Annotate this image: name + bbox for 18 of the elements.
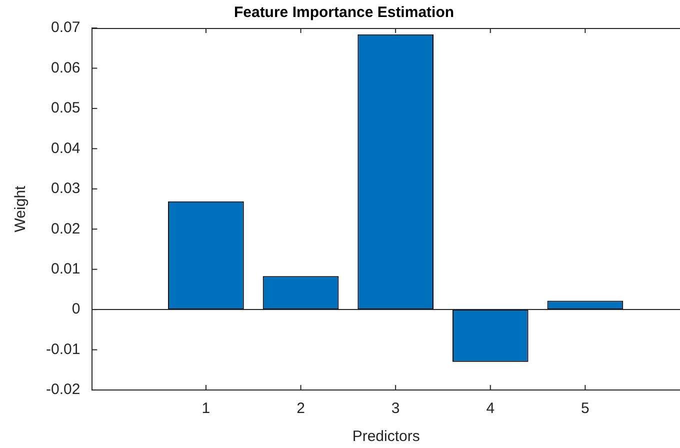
x-axis-title: Predictors xyxy=(352,428,420,446)
y-tick-label: 0.01 xyxy=(50,260,80,278)
y-tick-label: 0.07 xyxy=(50,19,80,36)
chart-title: Feature Importance Estimation xyxy=(234,4,454,22)
x-tick-label: 1 xyxy=(202,400,210,418)
y-tick-label: 0 xyxy=(72,300,80,318)
y-tick-label: -0.02 xyxy=(46,381,80,398)
x-tick-label: 5 xyxy=(581,400,590,418)
x-tick-label: 2 xyxy=(296,400,305,418)
y-tick-label: -0.01 xyxy=(46,340,80,358)
y-axis-title: Weight xyxy=(12,184,30,232)
x-tick-label: 4 xyxy=(486,400,495,418)
y-tick-label: 0.03 xyxy=(50,180,80,198)
x-tick-label: 3 xyxy=(391,400,400,418)
y-tick-label: 0.04 xyxy=(50,140,80,157)
y-tick-label: 0.06 xyxy=(50,59,80,76)
y-tick-label: 0.05 xyxy=(50,100,80,117)
y-tick-label: 0.02 xyxy=(50,220,80,238)
